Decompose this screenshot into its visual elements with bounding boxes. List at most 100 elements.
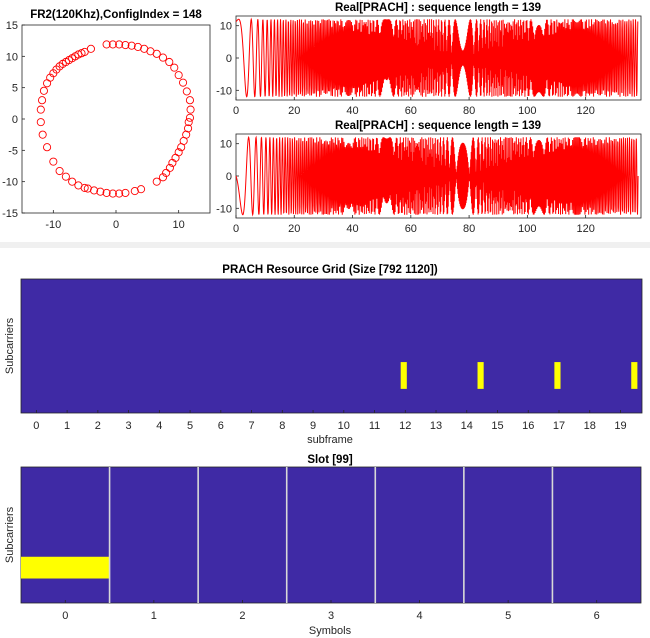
scatter-point: [170, 63, 179, 72]
scatter-ytick-label: -15: [2, 208, 18, 220]
scatter-axes-box: [21, 24, 211, 214]
scatter-point: [115, 40, 124, 49]
scatter-point: [61, 172, 70, 181]
scatter-point: [68, 177, 77, 186]
scatter-point: [102, 188, 111, 197]
scatter-point: [185, 96, 194, 105]
grid-xtick-label: 0: [33, 420, 39, 432]
scatter-point: [184, 118, 193, 127]
scatter-ytick-label: 15: [6, 20, 18, 32]
scatter-point: [133, 42, 142, 51]
scatter-point: [158, 173, 168, 182]
scatter-point: [49, 157, 58, 166]
line1-series: [235, 17, 639, 98]
scatter-xtick-label: 10: [173, 219, 185, 231]
scatter-point: [137, 185, 146, 194]
grid-xtick-label: 15: [491, 420, 503, 432]
prach-occasion: [631, 362, 638, 389]
scatter-point: [184, 124, 193, 133]
scatter-point: [158, 53, 168, 62]
prach-occasion: [554, 362, 561, 389]
grid-xtick-label: 1: [64, 420, 70, 432]
line-ytick-label: 10: [220, 139, 232, 151]
line-xtick-label: 120: [576, 105, 594, 117]
slot-occupied-block: [21, 556, 110, 579]
slot-xtick-label: 1: [151, 610, 157, 622]
line-xtick-label: 80: [463, 105, 475, 117]
scatter-ytick-label: -5: [8, 145, 18, 157]
scatter-point: [115, 189, 124, 198]
scatter-point: [174, 71, 183, 80]
scatter-point: [152, 177, 161, 186]
scatter-point: [108, 189, 117, 198]
resource-grid-chart: PRACH Resource Grid (Size [792 1120]) 0 1…: [4, 264, 643, 446]
grid-xtick-label: 14: [461, 420, 473, 432]
grid-xtick-label: 9: [310, 420, 316, 432]
slot-xlabel: Symbols: [309, 625, 352, 637]
line-chart-top: Real[PRACH] : sequence length = 139 0 20 4…: [216, 2, 642, 117]
grid-xtick-label: 11: [369, 420, 380, 432]
scatter-chart: FR2(120Khz),ConfigIndex = 148 -10 0 10 15 10…: [2, 9, 211, 231]
slot-xtick-label: 6: [594, 610, 600, 622]
scatter-point: [36, 105, 45, 114]
scatter-point: [74, 181, 83, 190]
scatter-point: [36, 118, 45, 127]
scatter-point: [39, 86, 48, 95]
scatter-ytick-label: 0: [12, 114, 18, 126]
grid-xtick-label: 12: [399, 420, 411, 432]
line-ytick-label: 0: [226, 53, 232, 65]
grid-xtick-label: 19: [614, 420, 626, 432]
scatter-point: [38, 130, 47, 139]
scatter-point: [177, 143, 186, 152]
grid-xtick-label: 5: [187, 420, 193, 432]
line-xtick-label: 40: [346, 105, 358, 117]
line-chart-bottom: Real[PRACH] : sequence length = 139 0 20 4…: [216, 120, 642, 235]
line-xtick-label: 20: [288, 105, 300, 117]
grid-xtick-label: 7: [249, 420, 255, 432]
scatter-point: [83, 184, 92, 193]
scatter-ytick-label: 5: [12, 83, 18, 95]
line-xtick-label: 40: [346, 223, 358, 235]
scatter-point: [90, 186, 99, 195]
scatter-point: [185, 113, 194, 122]
scatter-ytick-label: 10: [6, 51, 18, 63]
slot-xtick-label: 4: [417, 610, 423, 622]
resource-grid-area: [20, 278, 643, 414]
scatter-point: [121, 188, 130, 197]
line-xtick-label: 0: [233, 223, 239, 235]
line-xtick-label: 80: [463, 223, 475, 235]
line-xtick-label: 100: [518, 105, 536, 117]
line2-series: [235, 135, 639, 217]
grid-xtick-label: 10: [338, 420, 350, 432]
scatter-point: [121, 41, 130, 50]
line-xtick-label: 100: [518, 223, 536, 235]
slot-ylabel: Subcarriers: [4, 506, 16, 563]
slot-xtick-label: 0: [62, 610, 68, 622]
grid-xtick-label: 2: [95, 420, 101, 432]
scatter-point: [43, 143, 52, 152]
scatter-point: [179, 78, 188, 87]
scatter-point: [152, 49, 161, 58]
figure-divider: [0, 242, 650, 248]
line-ytick-label: 0: [226, 171, 232, 183]
line-ytick-label: -10: [216, 203, 232, 215]
scatter-point: [38, 96, 47, 105]
grid-xtick-label: 16: [522, 420, 534, 432]
prach-occasion: [400, 362, 407, 389]
grid-xlabel: subframe: [307, 434, 353, 446]
line-ytick-label: 10: [220, 21, 232, 33]
line-xtick-label: 0: [233, 105, 239, 117]
slot-xtick-label: 2: [239, 610, 245, 622]
scatter-point: [96, 187, 105, 196]
line-xtick-label: 20: [288, 223, 300, 235]
scatter-point: [108, 40, 117, 49]
prach-occasion: [477, 362, 484, 389]
scatter-point: [182, 87, 191, 96]
grid-xtick-label: 6: [218, 420, 224, 432]
line-xtick-label: 120: [576, 223, 594, 235]
scatter-point: [186, 105, 195, 114]
slot-xtick-label: 5: [505, 610, 511, 622]
grid-ylabel: Subcarriers: [4, 317, 16, 374]
line2-title: Real[PRACH] : sequence length = 139: [335, 120, 541, 132]
